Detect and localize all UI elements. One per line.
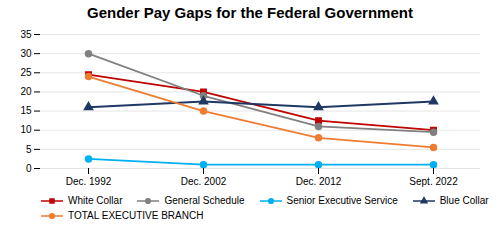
svg-text:5: 5 xyxy=(26,144,32,155)
svg-text:Sept. 2022: Sept. 2022 xyxy=(409,176,458,187)
html-text:TOTAL EXECUTIVE BRANCH: TOTAL EXECUTIVE BRANCH xyxy=(68,210,204,221)
html-text:White Collar: White Collar xyxy=(68,195,123,206)
svg-text:25: 25 xyxy=(20,67,32,78)
svg-text:10: 10 xyxy=(20,124,32,135)
svg-text:15: 15 xyxy=(20,105,32,116)
html-text:Senior Executive Service: Senior Executive Service xyxy=(286,195,398,206)
svg-text:Dec. 2012: Dec. 2012 xyxy=(296,176,342,187)
html-text:General Schedule: General Schedule xyxy=(164,195,245,206)
html-text:Gender Pay Gaps for the Federa: Gender Pay Gaps for the Federal Governme… xyxy=(87,4,413,21)
svg-text:35: 35 xyxy=(20,29,32,40)
svg-text:Dec. 1992: Dec. 1992 xyxy=(66,176,112,187)
svg-text:0: 0 xyxy=(26,163,32,174)
html-text:Blue Collar: Blue Collar xyxy=(439,195,489,206)
svg-text:30: 30 xyxy=(20,48,32,59)
svg-text:Dec. 2002: Dec. 2002 xyxy=(181,176,227,187)
svg-text:20: 20 xyxy=(20,86,32,97)
